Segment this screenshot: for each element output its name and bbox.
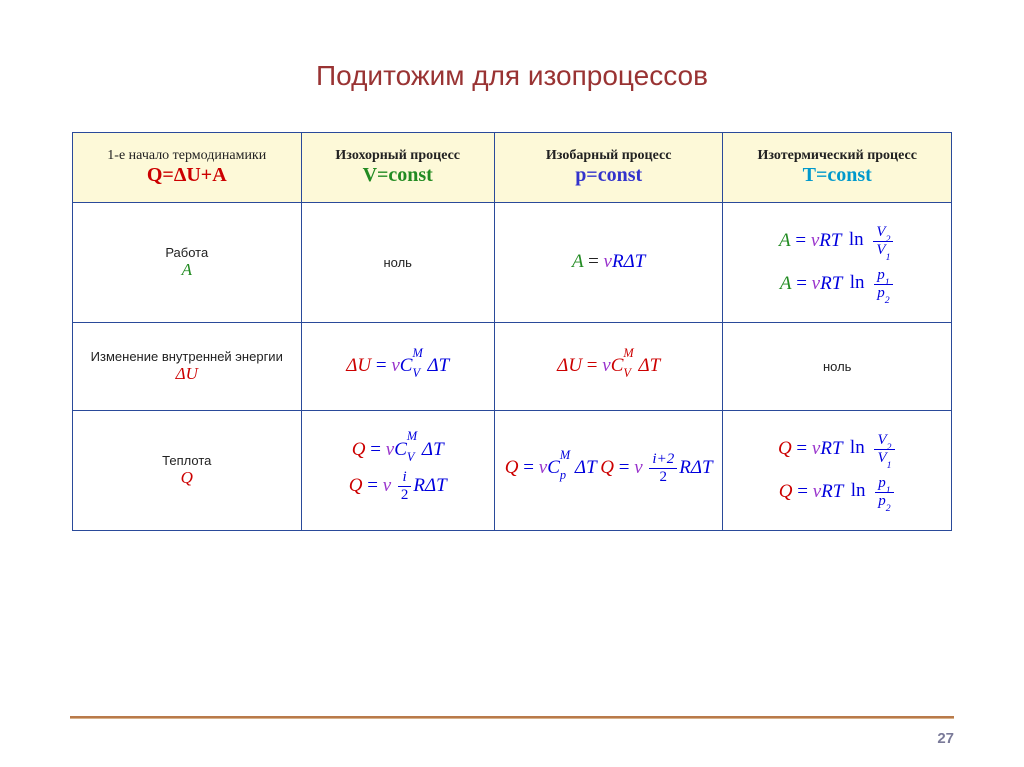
header-isobaric: Изобарный процесс p=const <box>494 133 723 203</box>
heat-isochoric-formula-1: Q = νCMVM ΔT <box>352 438 444 463</box>
header-thermo-label: 1-е начало термодинамики <box>77 148 297 164</box>
work-isothermal: A = νRT ln V2V1 A = νRT ln p1p2 <box>723 203 952 323</box>
header-isobaric-formula: p=const <box>499 164 719 187</box>
du-isobaric: ΔU = νCMVM ΔT <box>494 323 723 411</box>
header-isothermal: Изотермический процесс T=const <box>723 133 952 203</box>
heat-isothermal: Q = νRT ln V2V1 Q = νRT ln p1p2 <box>723 411 952 531</box>
work-isochoric-value: ноль <box>383 255 411 270</box>
header-isothermal-label: Изотермический процесс <box>727 148 947 164</box>
header-thermo: 1-е начало термодинамики Q=ΔU+A <box>73 133 302 203</box>
heat-label-symbol: Q <box>77 468 297 488</box>
du-label-symbol: ΔU <box>77 364 297 384</box>
du-isothermal-value: ноль <box>823 359 851 374</box>
work-isobaric: A = νRΔT <box>494 203 723 323</box>
du-isochoric-formula: ΔU = νCMVM ΔT <box>346 354 449 379</box>
work-label-text: Работа <box>77 245 297 260</box>
page-number: 27 <box>937 730 954 747</box>
slide-title: Подитожим для изопроцессов <box>0 60 1024 92</box>
heat-isothermal-formula-2: Q = νRT ln p1p2 <box>779 476 896 509</box>
header-isochoric-label: Изохорный процесс <box>306 148 490 164</box>
row-work: Работа A ноль A = νRΔT <box>73 203 952 323</box>
header-thermo-formula: Q=ΔU+A <box>77 164 297 187</box>
du-isobaric-formula: ΔU = νCMVM ΔT <box>557 354 660 379</box>
heat-label-text: Теплота <box>77 453 297 468</box>
du-isochoric: ΔU = νCMVM ΔT <box>301 323 494 411</box>
heat-isochoric: Q = νCMVM ΔT Q = ν i2RΔT <box>301 411 494 531</box>
header-isochoric-formula: V=const <box>306 164 490 187</box>
heat-isothermal-formula-1: Q = νRT ln V2V1 <box>778 433 897 466</box>
isoprocess-table: 1-е начало термодинамики Q=ΔU+A Изохорны… <box>72 132 952 531</box>
work-label-symbol: A <box>77 260 297 280</box>
du-label-text: Изменение внутренней энергии <box>77 349 297 364</box>
row-du-label: Изменение внутренней энергии ΔU <box>73 323 302 411</box>
row-heat-label: Теплота Q <box>73 411 302 531</box>
heat-isobaric: Q = νCMpM ΔT Q = ν i+22RΔT <box>494 411 723 531</box>
heat-isobaric-formula-2: Q = ν i+22RΔT <box>600 452 712 485</box>
table-container: 1-е начало термодинамики Q=ΔU+A Изохорны… <box>72 132 952 531</box>
heat-isobaric-formula-1: Q = νCMpM ΔT <box>505 456 597 481</box>
row-du: Изменение внутренней энергии ΔU ΔU = νCM… <box>73 323 952 411</box>
header-isothermal-formula: T=const <box>727 164 947 187</box>
header-row: 1-е начало термодинамики Q=ΔU+A Изохорны… <box>73 133 952 203</box>
work-isothermal-formula-1: A = νRT ln V2V1 <box>779 225 895 258</box>
row-work-label: Работа A <box>73 203 302 323</box>
slide: Подитожим для изопроцессов 1-е начало те… <box>0 0 1024 767</box>
header-isochoric: Изохорный процесс V=const <box>301 133 494 203</box>
du-isothermal: ноль <box>723 323 952 411</box>
header-isobaric-label: Изобарный процесс <box>499 148 719 164</box>
work-isobaric-formula: A = νRΔT <box>572 250 645 275</box>
work-isochoric: ноль <box>301 203 494 323</box>
heat-isochoric-formula-2: Q = ν i2RΔT <box>349 470 447 503</box>
work-isothermal-formula-2: A = νRT ln p1p2 <box>780 268 895 301</box>
row-heat: Теплота Q Q = νCMVM ΔT Q = ν i2RΔT <box>73 411 952 531</box>
footer-rule <box>70 716 954 719</box>
